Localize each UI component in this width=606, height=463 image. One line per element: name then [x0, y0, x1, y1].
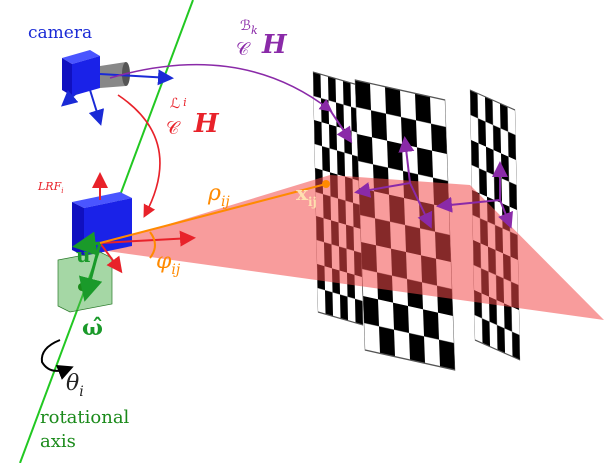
pattern-transform-label: ℬk 𝒞 H — [236, 11, 288, 62]
pattern-transform-arrow — [110, 65, 330, 110]
diagram: camera ℬk 𝒞 H ℒi 𝒞 H LRFi ρij xij φij u … — [0, 0, 606, 463]
camera-label: camera — [28, 23, 92, 43]
camera-body — [62, 50, 130, 96]
axis-label: axis — [40, 431, 76, 452]
camera-axis — [90, 90, 100, 122]
point — [322, 180, 330, 188]
axis-label: rotational — [40, 407, 130, 428]
lrf-label: LRFi — [37, 180, 63, 195]
omega-label: ω̂ — [82, 315, 103, 341]
u-label: u — [76, 243, 91, 267]
theta-label: θi — [66, 371, 84, 400]
range-label: ρij — [207, 181, 230, 210]
